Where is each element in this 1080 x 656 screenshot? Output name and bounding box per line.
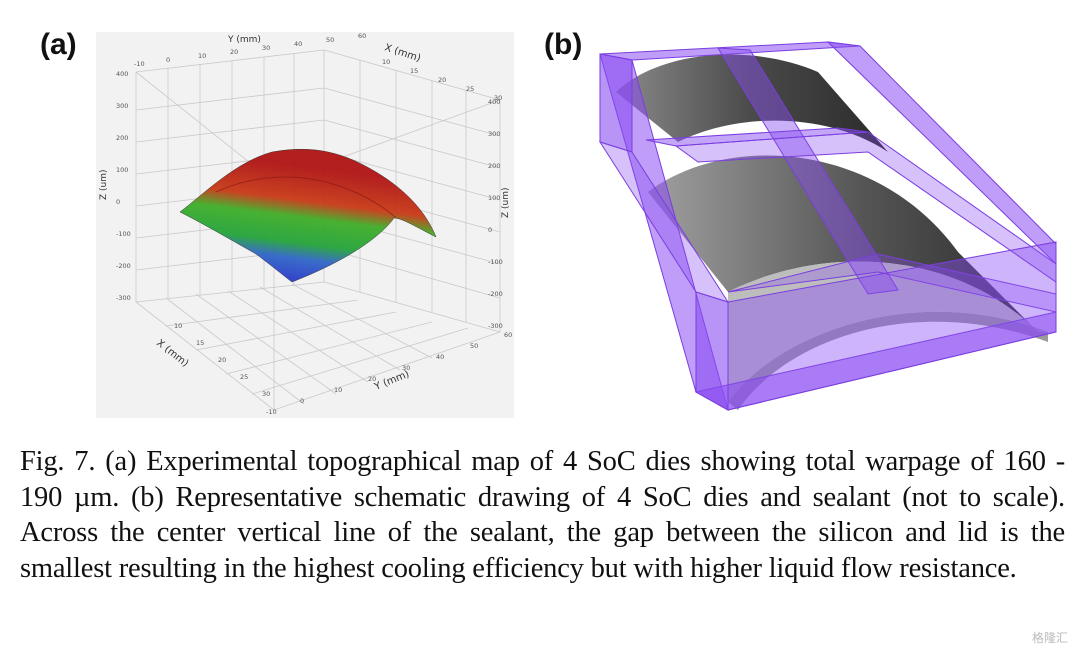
topography-plot-panel: Y (mm) X (mm) Z (um) Z (um) X (mm) Y (mm… — [96, 32, 514, 418]
tick-label-z-left: -300 — [116, 294, 131, 302]
sealant-schematic — [598, 41, 1057, 412]
tick-label-x-bottom: 30 — [262, 390, 270, 398]
tick-label-x-top: 25 — [466, 85, 474, 93]
tick-label-z-right: 100 — [488, 194, 500, 202]
tick-label-x-top: 30 — [494, 94, 502, 102]
tick-label-x-top: 10 — [382, 58, 390, 66]
tick-label-z-left: 0 — [116, 198, 120, 206]
tick-label-y-top: 0 — [166, 56, 170, 64]
tick-label-y-bottom: 20 — [368, 375, 376, 383]
panel-a-label: (a) — [40, 28, 77, 61]
axis-label-z-right: Z (um) — [501, 187, 511, 218]
tick-label-z-right: 300 — [488, 130, 500, 138]
tick-label-y-bottom: 10 — [334, 386, 342, 394]
axis-label-z-left: Z (um) — [99, 169, 109, 200]
tick-label-y-bottom: -10 — [266, 408, 277, 416]
axis-label-y-bottom: Y (mm) — [372, 369, 411, 393]
tick-label-z-right: 0 — [488, 226, 492, 234]
tick-label-x-top: 20 — [438, 76, 446, 84]
tick-label-z-left: -200 — [116, 262, 131, 270]
watermark: 格隆汇 — [1031, 631, 1068, 645]
tick-label-y-bottom: 30 — [402, 364, 410, 372]
tick-label-y-top: -10 — [134, 60, 145, 68]
tick-label-y-top: 60 — [358, 32, 366, 40]
tick-labels-y-bottom: -10 0 10 20 30 40 50 60 — [266, 331, 512, 416]
surface-shading — [215, 176, 397, 219]
tick-labels-z-right: 400 300 200 100 0 -100 -200 -300 — [488, 98, 503, 330]
sealant-schematic-panel — [578, 32, 1064, 418]
tick-label-y-top: 20 — [230, 48, 238, 56]
tick-labels-x-bottom: 10 15 20 25 30 — [174, 322, 270, 398]
tick-label-x-bottom: 20 — [218, 356, 226, 364]
tick-label-z-right: -300 — [488, 322, 503, 330]
tick-label-z-left: 300 — [116, 102, 128, 110]
tick-label-x-bottom: 10 — [174, 322, 182, 330]
tick-label-y-top: 50 — [326, 36, 334, 44]
tick-label-y-bottom: 40 — [436, 353, 444, 361]
tick-label-z-right: 400 — [488, 98, 500, 106]
tick-label-y-top: 40 — [294, 40, 302, 48]
tick-label-z-right: -100 — [488, 258, 503, 266]
warpage-surface — [179, 149, 437, 283]
tick-labels-x-top: 10 15 20 25 30 — [382, 58, 502, 102]
tick-label-z-right: 200 — [488, 162, 500, 170]
figure-caption: Fig. 7. (a) Experimental topographical m… — [20, 446, 1065, 584]
tick-label-y-top: 10 — [198, 52, 206, 60]
tick-label-z-left: 200 — [116, 134, 128, 142]
tick-labels-z-left: 400 300 200 100 0 -100 -200 -300 — [116, 70, 131, 302]
tick-label-z-right: -200 — [488, 290, 503, 298]
tick-label-z-left: 400 — [116, 70, 128, 78]
axis-label-x-bottom: X (mm) — [154, 338, 190, 370]
tick-label-x-top: 15 — [410, 67, 418, 75]
tick-label-z-left: 100 — [116, 166, 128, 174]
sealant-frame — [598, 41, 1057, 412]
axis-label-y-top: Y (mm) — [227, 35, 261, 45]
tick-labels-y-top: -10 0 10 20 30 40 50 60 — [134, 32, 366, 68]
tick-label-z-left: -100 — [116, 230, 131, 238]
topography-plot: Y (mm) X (mm) Z (um) Z (um) X (mm) Y (mm… — [99, 32, 512, 416]
tick-label-y-bottom: 60 — [504, 331, 512, 339]
tick-label-x-bottom: 25 — [240, 373, 248, 381]
tick-label-y-bottom: 0 — [300, 397, 304, 405]
tick-label-x-bottom: 15 — [196, 339, 204, 347]
silicon-dome-front — [648, 155, 1038, 332]
tick-label-y-top: 30 — [262, 44, 270, 52]
panel-b-label: (b) — [544, 28, 583, 61]
tick-label-y-bottom: 50 — [470, 342, 478, 350]
